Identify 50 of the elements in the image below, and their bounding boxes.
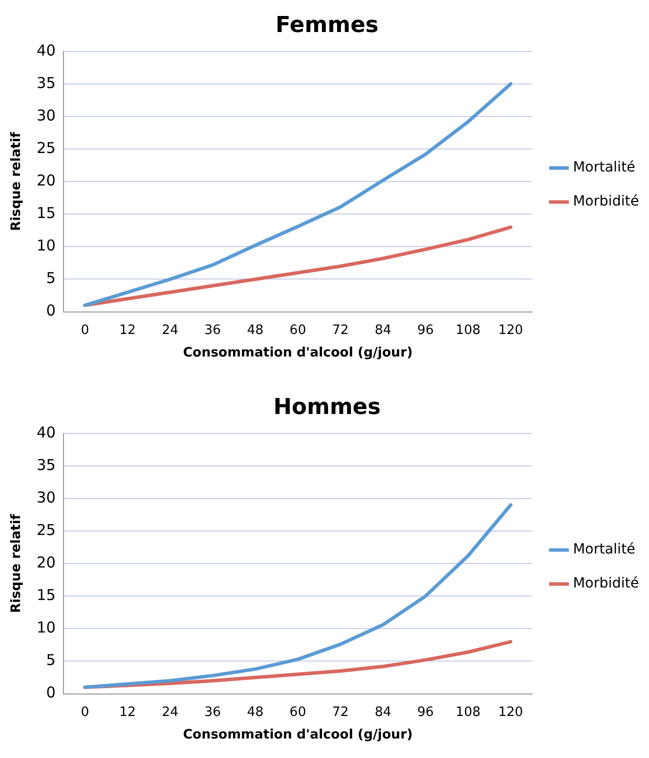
legend-label: Mortalité bbox=[572, 160, 636, 176]
x-tick-label: 108 bbox=[456, 322, 481, 338]
x-tick-label: 12 bbox=[119, 704, 136, 720]
x-tick-label: 24 bbox=[162, 704, 178, 720]
y-tick-label: 20 bbox=[36, 171, 56, 190]
x-tick-label: 12 bbox=[119, 322, 136, 338]
y-tick-label: 0 bbox=[46, 302, 56, 320]
x-axis-title: Consommation d'alcool (g/jour) bbox=[182, 346, 413, 361]
y-tick-label: 25 bbox=[36, 520, 56, 539]
legend-label: Mortalité bbox=[572, 542, 636, 558]
y-tick-label: 40 bbox=[36, 41, 56, 60]
y-tick-label: 10 bbox=[36, 236, 56, 255]
y-tick-label: 30 bbox=[36, 488, 56, 506]
x-tick-label: 96 bbox=[417, 704, 434, 720]
x-tick-label: 120 bbox=[498, 704, 524, 720]
x-axis-title: Consommation d'alcool (g/jour) bbox=[182, 728, 413, 743]
x-tick-label: 120 bbox=[498, 322, 524, 338]
x-tick-label: 72 bbox=[332, 704, 349, 720]
x-tick-label: 60 bbox=[290, 322, 306, 338]
y-axis-title: Risque relatif bbox=[9, 132, 24, 232]
y-tick-label: 30 bbox=[36, 106, 56, 124]
x-tick-label: 48 bbox=[246, 704, 264, 720]
y-tick-label: 15 bbox=[36, 586, 56, 604]
y-tick-label: 0 bbox=[46, 684, 56, 702]
y-tick-label: 35 bbox=[36, 456, 56, 474]
y-axis-title: Risque relatif bbox=[9, 514, 24, 614]
x-tick-label: 84 bbox=[374, 322, 392, 338]
y-tick-label: 35 bbox=[36, 74, 56, 92]
x-tick-label: 36 bbox=[204, 322, 221, 338]
x-tick-label: 24 bbox=[162, 322, 178, 338]
y-tick-label: 20 bbox=[36, 553, 56, 572]
legend-label: Morbidité bbox=[572, 194, 640, 210]
x-tick-label: 84 bbox=[374, 704, 392, 720]
y-tick-label: 10 bbox=[36, 618, 56, 637]
x-tick-label: 108 bbox=[456, 704, 481, 720]
chart-title: Femmes bbox=[276, 12, 378, 38]
x-tick-label: 48 bbox=[246, 322, 264, 338]
x-tick-label: 72 bbox=[332, 322, 349, 338]
x-tick-label: 0 bbox=[80, 704, 90, 720]
y-tick-label: 15 bbox=[36, 204, 56, 222]
y-tick-label: 5 bbox=[46, 651, 56, 670]
x-tick-label: 36 bbox=[204, 704, 221, 720]
x-tick-label: 96 bbox=[417, 322, 434, 338]
legend-label: Morbidité bbox=[572, 576, 640, 592]
y-tick-label: 25 bbox=[36, 138, 56, 157]
x-tick-label: 60 bbox=[290, 704, 306, 720]
x-tick-label: 0 bbox=[80, 322, 90, 338]
y-tick-label: 40 bbox=[36, 423, 56, 442]
chart-title: Hommes bbox=[273, 394, 381, 420]
y-tick-label: 5 bbox=[46, 269, 56, 288]
